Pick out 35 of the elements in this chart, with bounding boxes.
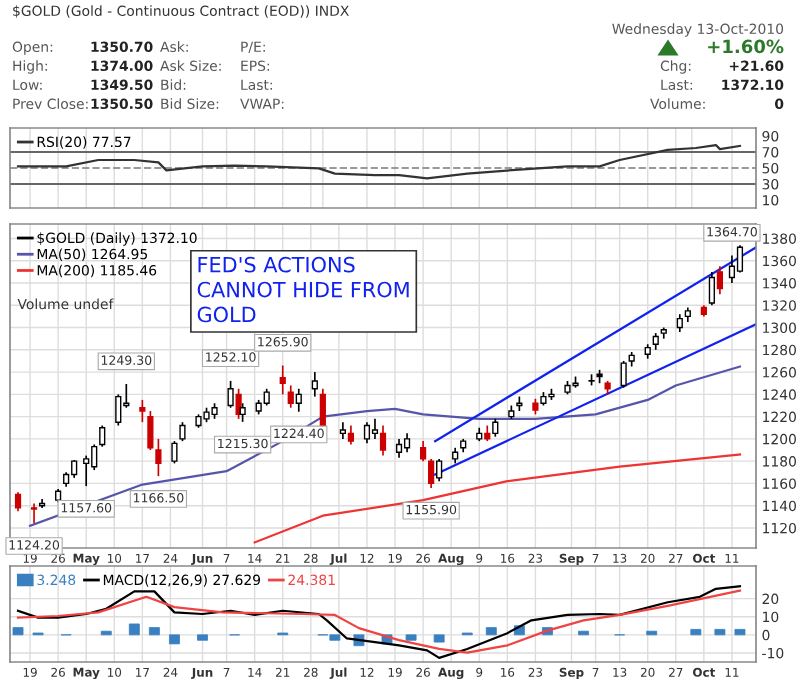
candlestick bbox=[99, 424, 106, 448]
candlestick bbox=[295, 387, 302, 413]
candlestick bbox=[395, 438, 403, 459]
candlestick bbox=[30, 502, 38, 525]
candlestick bbox=[279, 364, 286, 396]
candlestick bbox=[311, 371, 318, 398]
candlestick bbox=[428, 458, 435, 489]
line-series bbox=[28, 365, 742, 527]
candlestick bbox=[403, 432, 411, 454]
candlestick bbox=[708, 271, 715, 307]
candlestick bbox=[227, 380, 234, 409]
candlestick bbox=[287, 384, 294, 409]
candlestick bbox=[436, 458, 443, 483]
candlestick bbox=[83, 454, 90, 487]
candlestick bbox=[91, 443, 98, 471]
candlestick bbox=[347, 424, 355, 446]
candlestick bbox=[620, 360, 627, 389]
annotation: FED'S ACTIONS CANNOT HIDE FROM GOLD bbox=[197, 256, 409, 323]
candlestick bbox=[420, 440, 427, 462]
candlestick bbox=[239, 402, 246, 423]
candlestick bbox=[179, 421, 186, 442]
candlestick bbox=[371, 418, 379, 440]
candlestick bbox=[14, 491, 22, 513]
candlestick bbox=[147, 410, 154, 451]
candlestick bbox=[115, 393, 122, 427]
candlestick bbox=[139, 399, 146, 424]
candlestick bbox=[319, 387, 326, 429]
candlestick bbox=[379, 424, 387, 457]
candlestick bbox=[171, 440, 178, 465]
text: +1.60% bbox=[708, 39, 784, 54]
candlestick bbox=[728, 254, 736, 284]
candlestick bbox=[155, 438, 162, 478]
line-series bbox=[253, 453, 742, 544]
candlestick bbox=[363, 421, 371, 445]
candlestick bbox=[716, 265, 724, 295]
